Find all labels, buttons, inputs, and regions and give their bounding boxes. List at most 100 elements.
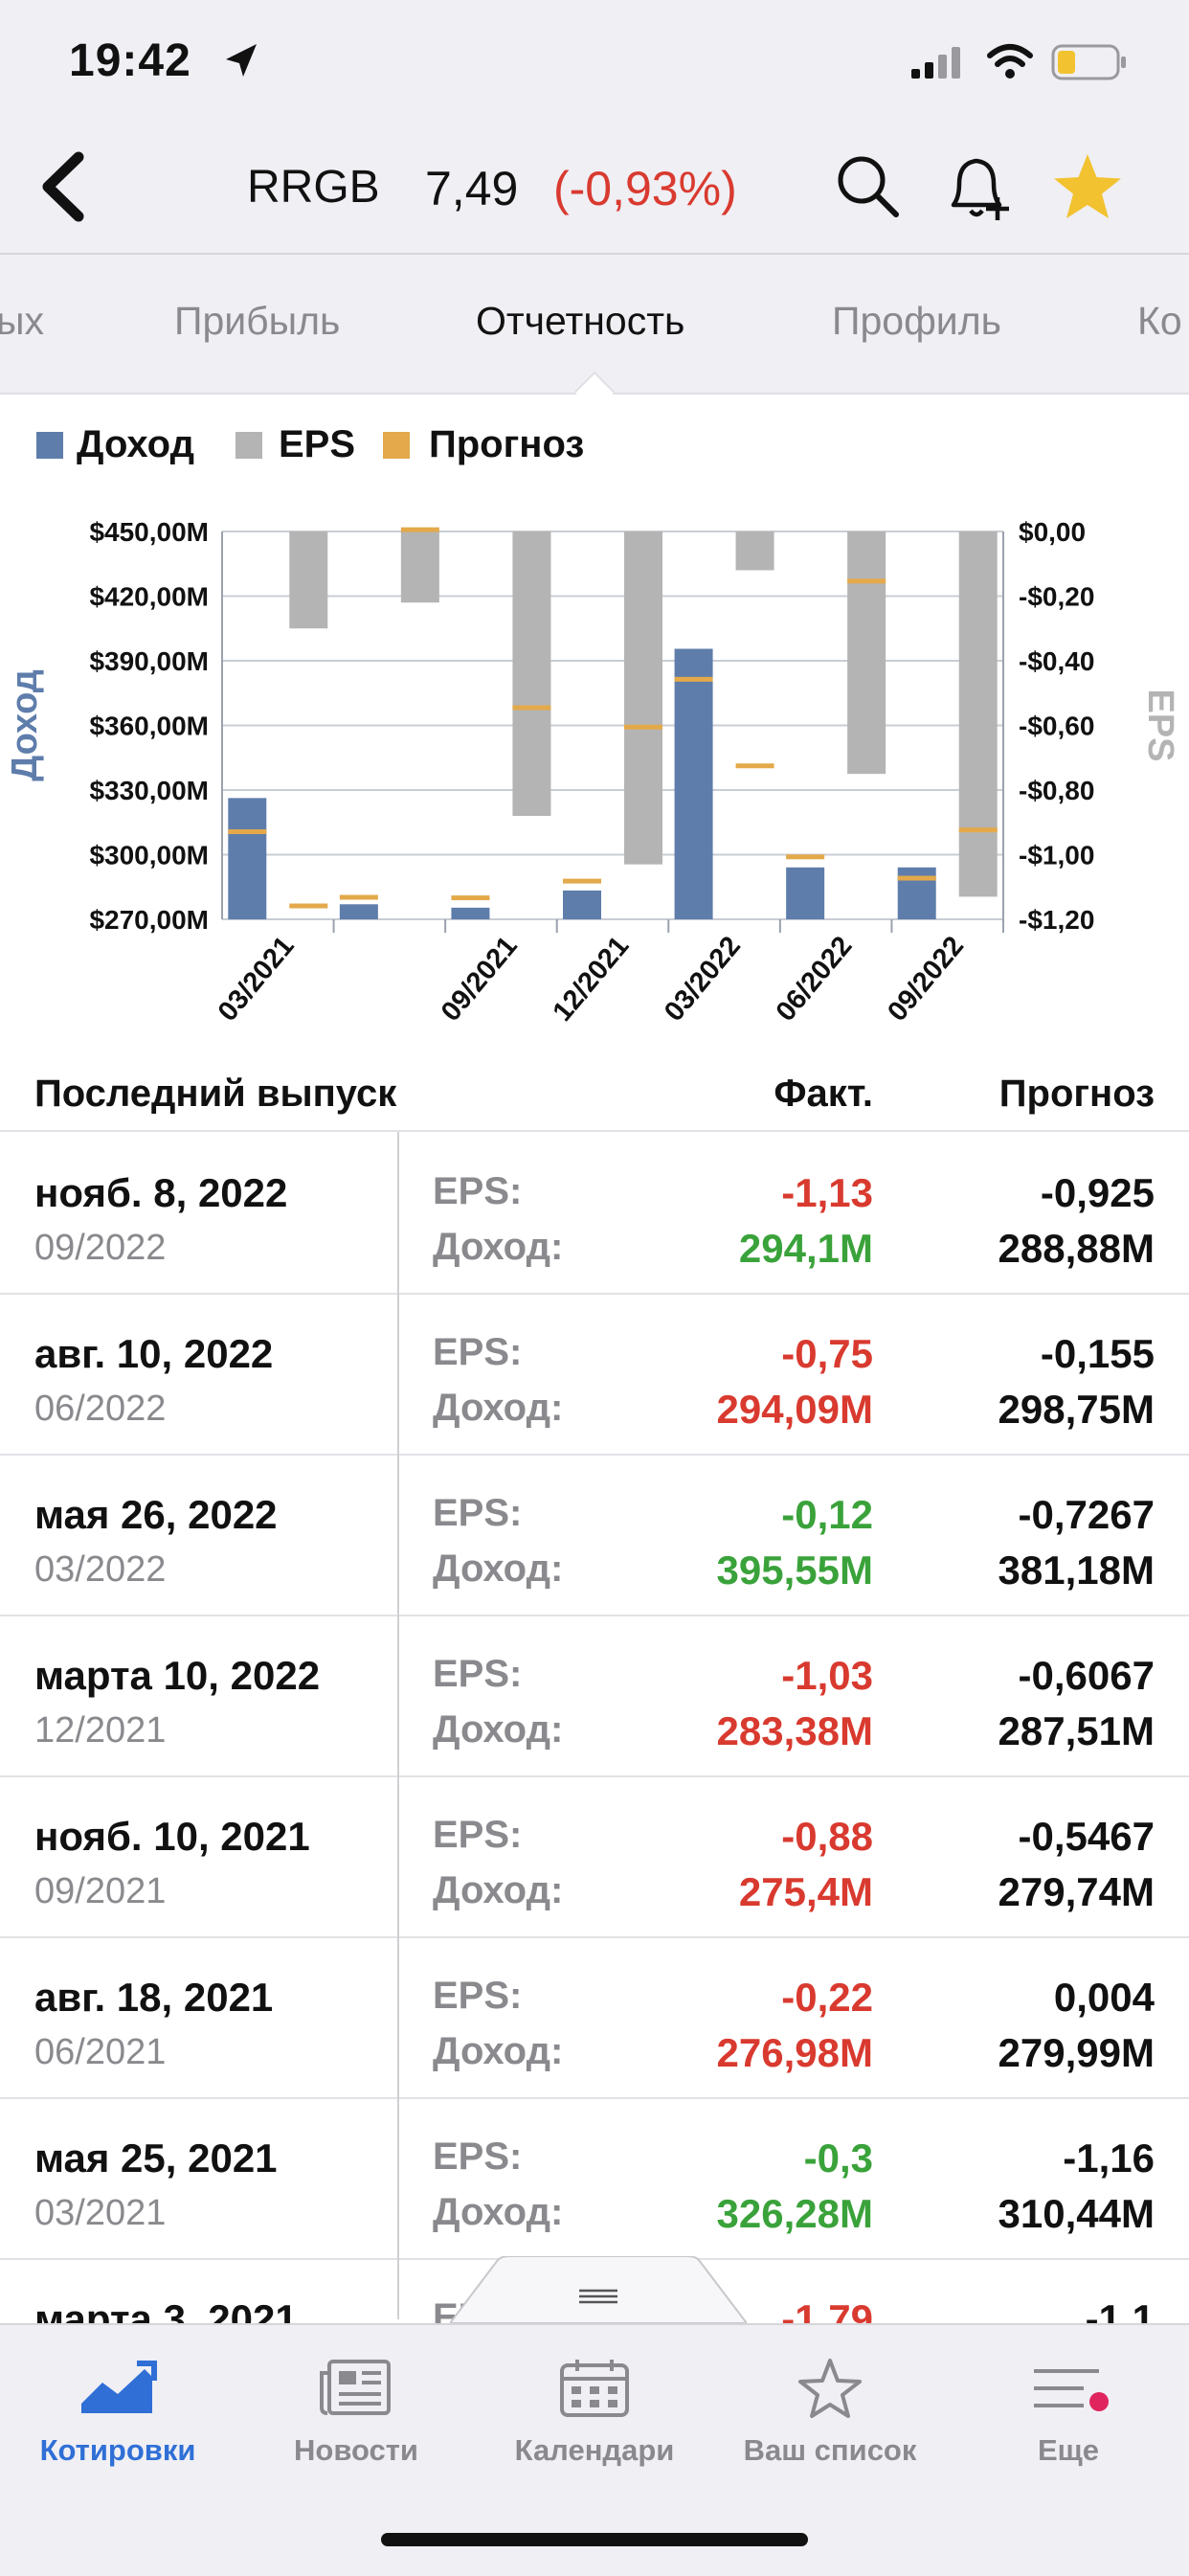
eps-forecast-mark: [847, 578, 886, 584]
revenue-actual: 395,55M: [716, 1548, 873, 1593]
eps-label: EPS:: [433, 1814, 523, 1856]
eps-bar: [289, 531, 328, 629]
favorite-star-icon[interactable]: [1051, 151, 1124, 222]
earnings-row[interactable]: марта 10, 2022 12/2021 EPS: Доход: -1,03 283,…: [0, 1615, 1189, 1777]
legend-swatch-revenue: [36, 432, 63, 459]
nav-more[interactable]: Еще: [953, 2358, 1183, 2468]
newspaper-icon: [320, 2360, 391, 2415]
earnings-chart: $450,00M $0,00 $420,00M -$0,20 $390,00M -$0,4…: [5, 517, 1180, 1028]
nav-news[interactable]: Новости: [241, 2358, 471, 2468]
ticker-symbol: RRGB: [247, 162, 380, 213]
earnings-row[interactable]: мая 26, 2022 03/2022 EPS: Доход: -0,12 395,55…: [0, 1454, 1189, 1616]
revenue-forecast: 381,18M: [998, 1548, 1155, 1593]
revenue-forecast: 287,51M: [998, 1708, 1155, 1753]
tab-partial-right[interactable]: Ко: [1137, 299, 1182, 343]
fiscal-period: 03/2022: [34, 1549, 167, 1590]
earnings-row[interactable]: авг. 18, 2021 06/2021 EPS: Доход: -0,22 276,9…: [0, 1936, 1189, 2099]
eps-actual: -0,75: [781, 1331, 873, 1376]
tabs-bar: [0, 255, 1189, 395]
earnings-row[interactable]: авг. 10, 2022 06/2022 EPS: Доход: -0,75 294,0…: [0, 1293, 1189, 1456]
nav-calendars[interactable]: Календари: [480, 2358, 709, 2468]
fiscal-period: 09/2022: [34, 1228, 167, 1268]
eps-label: EPS:: [433, 1331, 523, 1373]
eps-forecast: -1,16: [1063, 2135, 1155, 2181]
nav-label-calendars: Календари: [514, 2433, 675, 2467]
tab-profile[interactable]: Профиль: [832, 299, 1001, 343]
revenue-bar: [451, 907, 490, 919]
earnings-row[interactable]: нояб. 8, 2022 09/2022 EPS: Доход: -1,13 294,1…: [0, 1132, 1189, 1295]
y-right-axis-title: EPS: [1140, 689, 1180, 761]
legend-revenue: Доход: [77, 423, 194, 465]
eps-label: EPS:: [433, 1653, 523, 1695]
eps-actual: -0,12: [781, 1492, 873, 1537]
star-outline-icon: [798, 2359, 862, 2418]
back-chevron-icon[interactable]: [29, 144, 105, 230]
nav-watchlist[interactable]: Ваш список: [715, 2358, 945, 2468]
tab-reports[interactable]: Отчетность: [476, 299, 685, 343]
chart-line-icon: [81, 2361, 157, 2413]
fiscal-period: 09/2021: [34, 1871, 167, 1911]
wifi-icon: [987, 44, 1033, 79]
eps-bar: [624, 531, 662, 865]
release-date: авг. 18, 2021: [34, 1975, 274, 2020]
quote-header: [0, 126, 1189, 255]
y-left-tick-label: $270,00M: [89, 905, 209, 935]
revenue-actual: 276,98M: [716, 2030, 873, 2075]
revenue-actual: 294,09M: [716, 1387, 873, 1432]
x-tick-label: 09/2022: [882, 931, 970, 1028]
eps-label: EPS:: [433, 2135, 523, 2178]
y-right-tick-label: -$0,40: [1019, 646, 1094, 676]
eps-label: EPS:: [433, 1492, 523, 1534]
y-right-tick-label: -$1,00: [1019, 841, 1094, 870]
legend-eps: EPS: [279, 423, 356, 465]
revenue-label: Доход:: [433, 1708, 564, 1751]
fiscal-period: 03/2021: [34, 2193, 167, 2233]
release-date: нояб. 8, 2022: [34, 1170, 288, 1215]
revenue-label: Доход:: [433, 2191, 564, 2233]
fiscal-period: 12/2021: [34, 1710, 167, 1751]
eps-forecast: -0,6067: [1018, 1653, 1155, 1698]
revenue-bar: [563, 890, 601, 919]
revenue-actual: 294,1M: [738, 1226, 873, 1271]
earnings-row[interactable]: нояб. 10, 2021 09/2021 EPS: Доход: -0,88 275,…: [0, 1775, 1189, 1938]
revenue-forecast-mark: [339, 894, 378, 900]
search-icon[interactable]: [835, 153, 902, 222]
eps-bar: [400, 531, 439, 603]
eps-forecast: -0,5467: [1018, 1814, 1155, 1859]
add-alert-bell-icon[interactable]: [944, 151, 1013, 224]
eps-bar: [958, 531, 998, 897]
eps-forecast: -0,155: [1040, 1331, 1155, 1376]
tab-profit[interactable]: Прибыль: [174, 299, 341, 343]
x-tick-label: 03/2021: [213, 931, 301, 1028]
y-right-tick-label: -$1,20: [1019, 905, 1094, 935]
eps-bar: [735, 531, 774, 571]
y-left-axis-title: Доход: [5, 669, 45, 781]
release-date: нояб. 10, 2021: [34, 1814, 310, 1859]
status-time: 19:42: [69, 35, 191, 86]
eps-actual: -0,22: [781, 1975, 873, 2020]
eps-actual: -1,13: [781, 1170, 873, 1215]
drawer-handle[interactable]: [450, 2256, 747, 2323]
eps-forecast-mark: [958, 827, 998, 833]
legend-swatch-forecast: [383, 432, 410, 459]
eps-actual: -1,03: [781, 1653, 873, 1698]
revenue-bar: [674, 648, 713, 919]
x-tick-label: 03/2022: [659, 931, 747, 1028]
eps-forecast: -0,7267: [1018, 1492, 1155, 1537]
tab-partial-left[interactable]: ых: [0, 299, 44, 343]
location-arrow-icon: [226, 44, 257, 77]
y-right-tick-label: -$0,20: [1019, 582, 1094, 612]
revenue-forecast: 279,99M: [998, 2030, 1155, 2075]
eps-forecast: 0,004: [1053, 1975, 1155, 2020]
release-date: мая 25, 2021: [34, 2135, 278, 2181]
col-header-forecast: Прогноз: [998, 1073, 1155, 1115]
eps-forecast-mark: [624, 724, 662, 730]
eps-forecast-mark: [289, 903, 328, 909]
earnings-row[interactable]: мая 25, 2021 03/2021 EPS: Доход: -0,3 326,28M…: [0, 2097, 1189, 2260]
y-right-tick-label: $0,00: [1019, 517, 1086, 547]
nav-label-more: Еще: [1037, 2433, 1100, 2467]
release-date: марта 10, 2022: [34, 1653, 321, 1698]
nav-quotes[interactable]: Котировки: [3, 2358, 233, 2468]
revenue-forecast: 288,88M: [998, 1226, 1155, 1271]
nav-label-quotes: Котировки: [39, 2433, 196, 2467]
